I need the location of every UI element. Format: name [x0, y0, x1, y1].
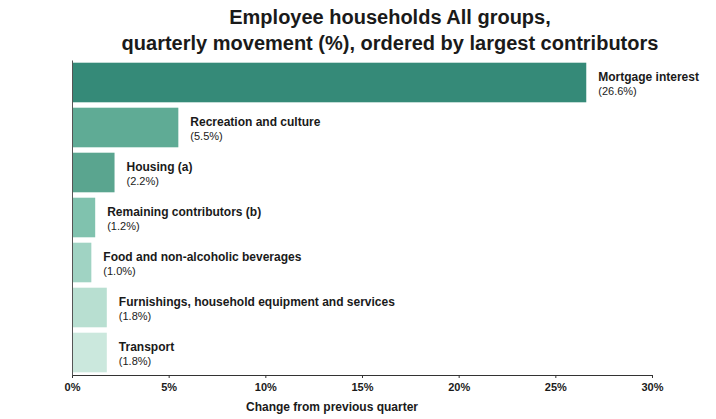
- category-label: Remaining contributors (b): [107, 205, 261, 219]
- x-tick-mark: [459, 375, 460, 378]
- bar: [72, 63, 586, 103]
- y-axis: [72, 61, 73, 376]
- x-axis-title: Change from previous quarter: [246, 400, 418, 414]
- data-label: (1.2%): [107, 220, 139, 232]
- x-tick: 10%: [255, 375, 277, 393]
- x-tick-mark: [652, 375, 653, 378]
- category-label: Mortgage interest: [598, 70, 699, 84]
- data-label: (1.8%): [119, 355, 151, 367]
- subtitle: quarterly movement (%), ordered by large…: [122, 32, 659, 54]
- bar: [72, 108, 178, 148]
- bar: [72, 333, 107, 373]
- x-tick-mark: [362, 375, 363, 378]
- title: Employee households All groups,: [229, 6, 551, 28]
- plot: 0% 5% 10% 15% 20% 25% 30% Mortgage interest(26.…: [65, 61, 699, 393]
- data-label: (5.5%): [190, 130, 222, 142]
- x-tick-mark: [169, 375, 170, 378]
- y-axis-line: [72, 61, 73, 376]
- x-axis: 0% 5% 10% 15% 20% 25% 30%: [65, 375, 664, 393]
- x-tick-label: 10%: [255, 381, 277, 393]
- x-tick: 15%: [351, 375, 373, 393]
- data-label: (1.8%): [119, 310, 151, 322]
- category-label: Transport: [119, 340, 174, 354]
- x-tick: 5%: [161, 375, 177, 393]
- bar: [72, 198, 95, 238]
- category-label: Recreation and culture: [190, 115, 320, 129]
- chart: Employee households All groups, quarterly…: [0, 0, 716, 419]
- category-label: Food and non-alcoholic beverages: [103, 250, 301, 264]
- x-tick-label: 5%: [161, 381, 177, 393]
- x-tick: 25%: [545, 375, 567, 393]
- bar: [72, 288, 107, 328]
- x-tick: 30%: [641, 375, 663, 393]
- x-tick-label: 0%: [65, 381, 81, 393]
- category-label: Housing (a): [127, 160, 193, 174]
- x-tick-label: 25%: [545, 381, 567, 393]
- data-label: (1.0%): [103, 265, 135, 277]
- bar-labels: Mortgage interest(26.6%) Recreation and c…: [103, 70, 699, 367]
- data-label: (2.2%): [127, 175, 159, 187]
- x-tick-label: 15%: [351, 381, 373, 393]
- x-tick-mark: [555, 375, 556, 378]
- x-tick: 20%: [448, 375, 470, 393]
- bars: [72, 63, 586, 373]
- data-label: (26.6%): [598, 85, 637, 97]
- category-label: Furnishings, household equipment and ser…: [119, 295, 395, 309]
- x-tick-label: 20%: [448, 381, 470, 393]
- bar: [72, 153, 115, 193]
- bar: [72, 243, 91, 283]
- x-tick-label: 30%: [641, 381, 663, 393]
- x-tick-mark: [265, 375, 266, 378]
- x-tick: 0%: [65, 375, 81, 393]
